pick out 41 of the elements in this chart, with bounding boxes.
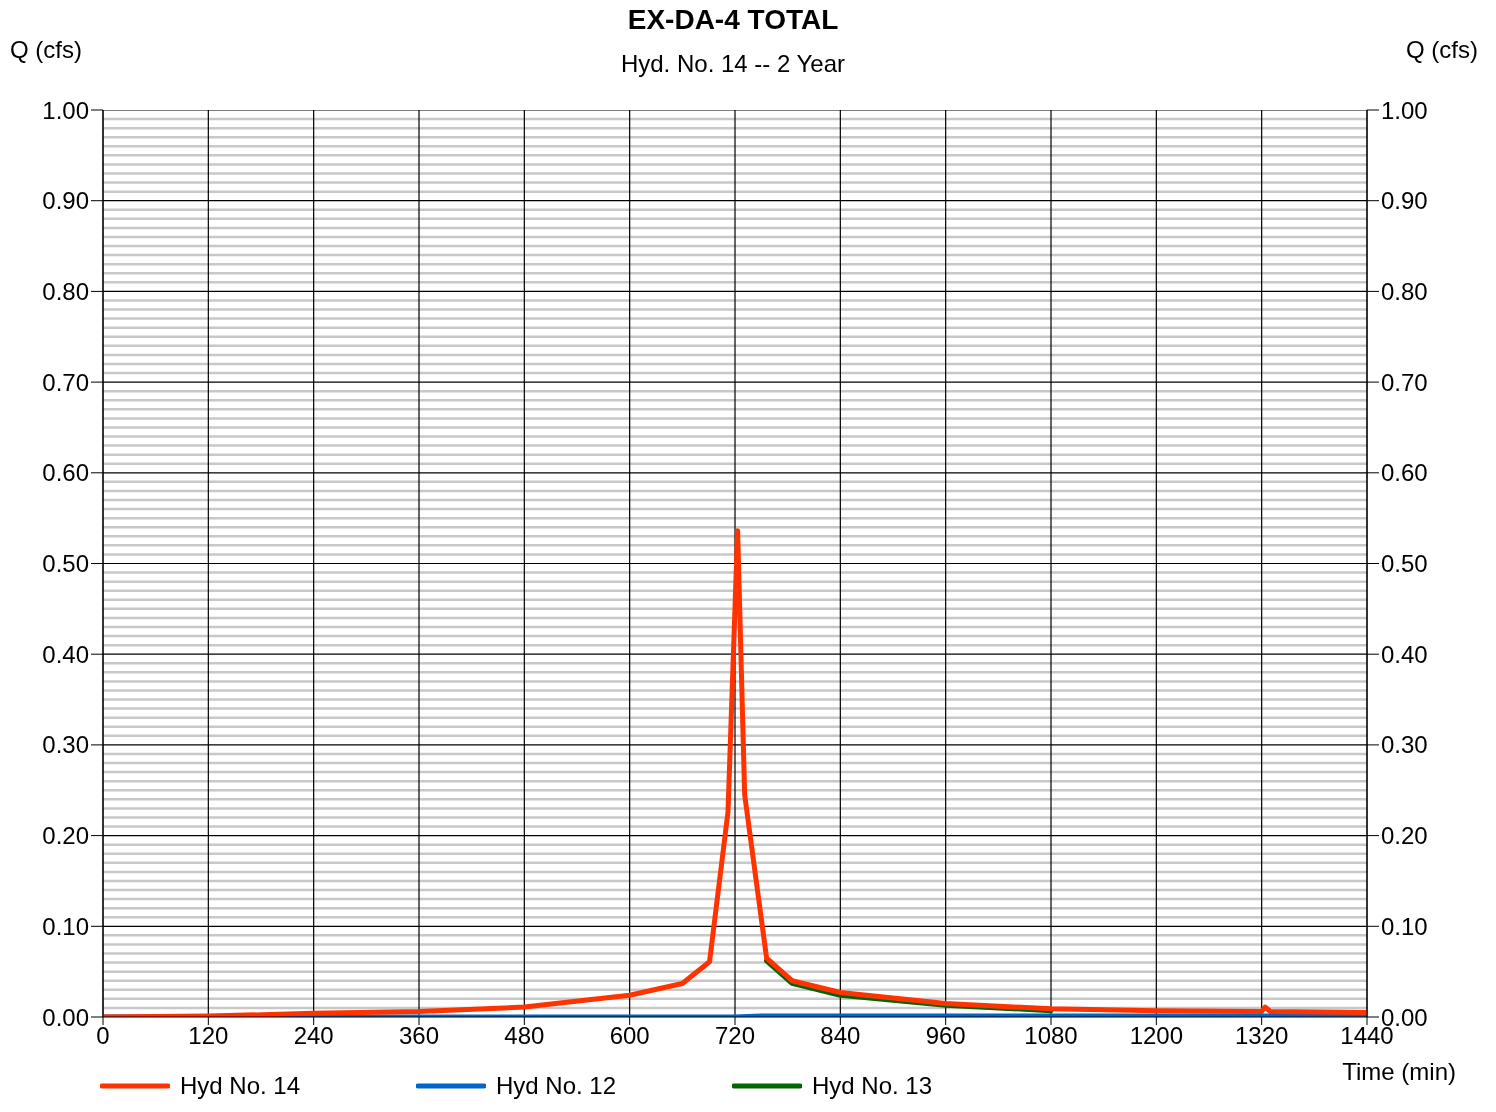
x-tick-label: 960 [925, 1022, 966, 1050]
y2-axis-title: Q (cfs) [1406, 36, 1478, 64]
x-tick-label: 1200 [1129, 1022, 1184, 1050]
x-tick-label: 360 [398, 1022, 440, 1050]
y2-tick-label: 0.20 [1381, 822, 1428, 850]
y-tick-label: 0.80 [42, 277, 89, 305]
y2-tick-label: 1.00 [1381, 96, 1428, 124]
y-tick-label: 1.00 [42, 96, 89, 124]
x-tick-label: 720 [714, 1022, 756, 1050]
x-tick-label: 840 [820, 1022, 861, 1050]
y2-tick-label: 0.70 [1381, 368, 1428, 396]
x-tick-label: 120 [188, 1022, 229, 1050]
y2-tick-label: 0.40 [1381, 640, 1428, 668]
y-tick-label: 0.10 [42, 912, 89, 940]
y-axis-title: Q (cfs) [10, 36, 82, 64]
x-axis-title: Time (min) [1342, 1058, 1456, 1086]
legend-label: Hyd No. 14 [180, 1072, 301, 1100]
x-tick-label: 0 [96, 1022, 110, 1050]
x-tick-label: 1320 [1234, 1022, 1289, 1050]
x-tick-label: 240 [293, 1022, 334, 1050]
x-tick-label: 480 [504, 1022, 545, 1050]
chart-title: EX-DA-4 TOTAL [626, 4, 840, 36]
y-tick-label: 0.60 [42, 459, 89, 487]
y2-tick-label: 0.60 [1381, 459, 1428, 487]
y2-tick-label: 0.10 [1381, 912, 1428, 940]
y-tick-label: 0.20 [42, 822, 89, 850]
y2-tick-label: 0.50 [1381, 550, 1428, 578]
y-tick-label: 0.40 [42, 640, 89, 668]
y-tick-label: 0.90 [42, 187, 89, 215]
y-tick-label: 0.30 [42, 731, 89, 759]
y2-tick-label: 0.80 [1381, 277, 1428, 305]
legend-label: Hyd No. 12 [496, 1072, 617, 1100]
y2-tick-label: 0.90 [1381, 187, 1428, 215]
chart-subtitle: Hyd. No. 14 -- 2 Year [620, 50, 846, 77]
legend-label: Hyd No. 13 [812, 1072, 933, 1100]
y-tick-label: 0.70 [42, 368, 89, 396]
y-tick-label: 0.50 [42, 550, 89, 578]
y-tick-label: 0.00 [42, 1003, 89, 1031]
x-tick-label: 600 [609, 1022, 650, 1050]
y2-tick-label: 0.30 [1381, 731, 1428, 759]
x-tick-label: 1080 [1024, 1022, 1078, 1050]
